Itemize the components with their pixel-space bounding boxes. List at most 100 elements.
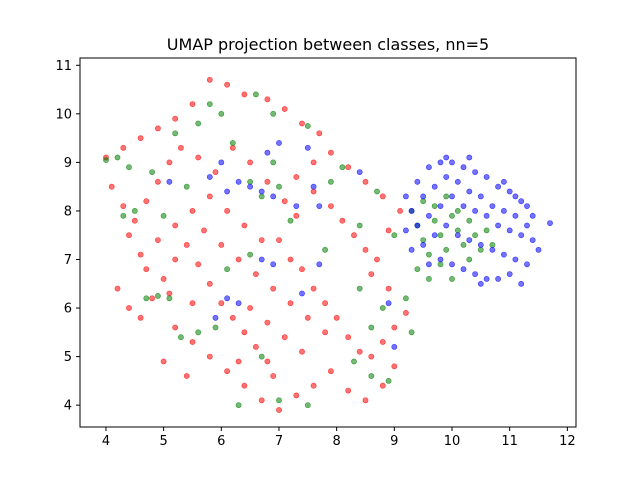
data-point	[293, 174, 300, 180]
data-point	[385, 377, 392, 384]
data-point	[166, 290, 173, 297]
data-point	[524, 222, 530, 229]
data-point	[437, 232, 444, 239]
data-point	[177, 144, 184, 151]
x-tick-label: 5	[159, 434, 167, 449]
data-point	[322, 246, 328, 253]
data-point	[327, 178, 334, 185]
data-points	[103, 76, 553, 413]
data-point	[437, 203, 444, 209]
data-point	[143, 198, 150, 205]
data-point	[149, 169, 155, 175]
data-point	[206, 193, 213, 200]
data-point	[264, 178, 271, 185]
data-point	[414, 266, 421, 273]
data-point	[154, 237, 161, 243]
data-point	[241, 91, 248, 98]
data-point	[137, 314, 144, 321]
data-point	[477, 246, 484, 253]
data-point	[276, 183, 282, 190]
data-point	[126, 164, 132, 171]
data-point	[402, 309, 409, 316]
data-point	[293, 392, 300, 399]
data-point	[483, 275, 490, 282]
data-point	[489, 203, 496, 209]
data-point	[310, 285, 317, 292]
x-tick-label: 9	[390, 434, 398, 449]
data-point	[229, 314, 236, 321]
data-point	[177, 334, 184, 341]
data-point	[437, 256, 444, 263]
data-point	[120, 144, 127, 151]
data-point	[270, 159, 277, 166]
data-point	[460, 164, 467, 171]
data-point	[270, 285, 277, 292]
data-point	[276, 237, 282, 243]
data-point	[137, 135, 144, 141]
data-point	[264, 149, 271, 156]
data-point	[472, 271, 478, 277]
data-point	[368, 373, 375, 379]
data-point	[258, 188, 265, 195]
data-point	[402, 227, 409, 234]
data-point	[166, 178, 173, 185]
data-point	[345, 387, 352, 394]
data-point	[512, 256, 519, 263]
data-point	[483, 212, 490, 219]
data-point	[276, 140, 282, 146]
data-point	[224, 295, 230, 302]
data-point	[495, 222, 501, 229]
data-point	[333, 314, 340, 321]
data-point	[270, 193, 277, 200]
data-point	[218, 241, 225, 248]
data-point	[327, 203, 334, 209]
data-point	[218, 159, 225, 166]
data-point	[414, 222, 421, 229]
data-point	[327, 149, 334, 156]
data-point	[154, 292, 161, 299]
data-point	[437, 159, 444, 166]
data-point	[425, 275, 432, 282]
y-tick-label: 11	[55, 59, 72, 74]
data-point	[299, 348, 305, 355]
x-tick-label: 7	[275, 434, 283, 449]
data-point	[224, 188, 230, 195]
data-point	[483, 227, 490, 234]
data-point	[339, 164, 346, 171]
data-point	[431, 203, 438, 209]
data-point	[385, 227, 392, 234]
data-point	[483, 174, 490, 180]
data-point	[258, 353, 265, 360]
data-point	[235, 256, 242, 263]
data-point	[356, 169, 363, 175]
data-point	[299, 120, 305, 127]
data-point	[247, 183, 253, 190]
data-point	[397, 207, 403, 214]
data-point	[258, 397, 265, 404]
data-point	[431, 232, 438, 239]
data-point	[420, 198, 427, 205]
data-point	[512, 193, 519, 200]
data-point	[391, 232, 398, 239]
data-point	[431, 183, 438, 190]
data-point	[172, 256, 179, 263]
data-point	[449, 212, 455, 219]
y-tick-label: 9	[64, 156, 72, 171]
data-point	[425, 261, 432, 268]
data-point	[160, 212, 167, 219]
data-point	[466, 188, 473, 195]
data-point	[518, 280, 525, 287]
data-point	[235, 358, 242, 365]
axis-ticks: 4 5 6 7 8 9 10 11 12 4 5 6 7 8 9 10 11	[55, 59, 575, 449]
data-point	[408, 246, 415, 253]
data-point	[316, 261, 323, 268]
data-point	[500, 207, 507, 214]
data-point	[143, 266, 150, 273]
data-point	[224, 368, 230, 375]
y-tick-label: 10	[55, 107, 72, 122]
data-point	[206, 174, 213, 180]
data-point	[172, 222, 179, 229]
data-point	[160, 358, 167, 365]
data-point	[281, 106, 288, 112]
data-point	[206, 353, 213, 360]
